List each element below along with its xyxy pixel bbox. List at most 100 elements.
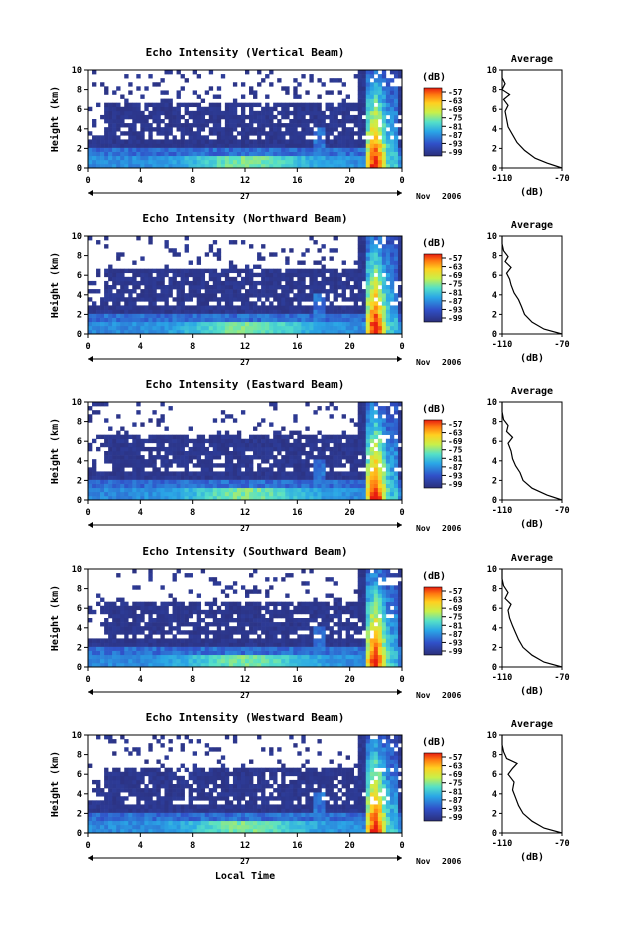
heatmap-cell bbox=[365, 110, 371, 116]
heatmap-cell bbox=[204, 495, 210, 501]
heatmap-cell bbox=[265, 589, 270, 594]
y-axis-label: Height (km) bbox=[49, 86, 61, 152]
heatmap-cell bbox=[112, 147, 117, 152]
heatmap-cell bbox=[369, 163, 375, 169]
heatmap-cell bbox=[116, 110, 121, 116]
heatmap-cell bbox=[245, 280, 250, 286]
heatmap-cell bbox=[180, 325, 185, 331]
heatmap-cell bbox=[345, 297, 350, 302]
heatmap-cell bbox=[136, 601, 141, 607]
heatmap-cell bbox=[313, 321, 318, 327]
heatmap-cell bbox=[120, 650, 125, 656]
heatmap-cell bbox=[249, 589, 254, 594]
heatmap-cell bbox=[361, 317, 367, 323]
heatmap-cell bbox=[265, 622, 270, 627]
heatmap-cell bbox=[373, 256, 379, 261]
heatmap-cell bbox=[369, 418, 375, 423]
heatmap-cell bbox=[180, 268, 185, 274]
y-tick-label: 8 bbox=[77, 418, 82, 428]
heatmap-cell bbox=[393, 114, 399, 120]
heatmap-cell bbox=[116, 646, 121, 651]
heatmap-cell bbox=[172, 252, 177, 257]
colorbar-tick-label: -93 bbox=[448, 471, 463, 480]
heatmap-cell bbox=[220, 329, 226, 335]
heatmap-cell bbox=[381, 446, 387, 452]
heatmap-cell bbox=[365, 86, 371, 91]
heatmap-cell bbox=[257, 82, 262, 87]
heatmap-cell bbox=[180, 642, 185, 647]
heatmap-cell bbox=[329, 256, 334, 261]
average-x-label: (dB) bbox=[520, 519, 544, 530]
heatmap-cell bbox=[148, 438, 153, 444]
heatmap-cell bbox=[224, 585, 230, 590]
heatmap-cell bbox=[381, 268, 387, 274]
heatmap-cell bbox=[369, 264, 375, 269]
heatmap-cell bbox=[397, 110, 403, 116]
heatmap-cell bbox=[104, 487, 109, 493]
heatmap-cell bbox=[337, 630, 342, 635]
heatmap-cell bbox=[216, 438, 222, 444]
heatmap-cell bbox=[301, 135, 306, 140]
heatmap-cell bbox=[212, 272, 218, 278]
heatmap-cell bbox=[333, 248, 338, 253]
heatmap-cell bbox=[265, 459, 270, 464]
heatmap-cell bbox=[265, 601, 270, 607]
heatmap-cell bbox=[337, 613, 342, 619]
heatmap-cell bbox=[152, 276, 157, 282]
date-month: Nov bbox=[416, 524, 431, 533]
heatmap-cell bbox=[289, 313, 294, 318]
heatmap-cell bbox=[381, 475, 387, 480]
heatmap-cell bbox=[361, 264, 367, 269]
heatmap-cell bbox=[261, 483, 266, 489]
heatmap-cell bbox=[305, 442, 310, 448]
heatmap-cell bbox=[369, 438, 375, 444]
heatmap-cell bbox=[220, 74, 226, 79]
heatmap-cell bbox=[108, 634, 113, 639]
heatmap-cell bbox=[100, 143, 105, 148]
heatmap-cell bbox=[100, 638, 105, 643]
heatmap-cell bbox=[208, 159, 214, 165]
heatmap-cell bbox=[385, 244, 391, 249]
heatmap-cell bbox=[124, 654, 129, 660]
heatmap-cell bbox=[257, 609, 262, 615]
heatmap-cell bbox=[212, 110, 218, 116]
heatmap-cell bbox=[188, 455, 193, 460]
heatmap-cell bbox=[116, 86, 121, 91]
heatmap-cell bbox=[297, 276, 302, 282]
heatmap-cell bbox=[164, 98, 169, 103]
heatmap-cell bbox=[116, 325, 121, 331]
heatmap-cell bbox=[152, 143, 157, 148]
heatmap-cell bbox=[104, 244, 109, 249]
heatmap-cell bbox=[325, 406, 330, 411]
heatmap-cell bbox=[369, 301, 375, 306]
heatmap-cell bbox=[140, 491, 145, 497]
heatmap-cell bbox=[253, 139, 258, 144]
heatmap-cell bbox=[293, 313, 298, 318]
heatmap-cell bbox=[381, 471, 387, 476]
heatmap-cell bbox=[152, 110, 157, 116]
heatmap-cell bbox=[349, 119, 354, 124]
heatmap-cell bbox=[377, 240, 383, 245]
heatmap-cell bbox=[220, 131, 226, 136]
heatmap-cell bbox=[196, 638, 202, 643]
heatmap-cell bbox=[172, 268, 177, 274]
heatmap-cell bbox=[289, 123, 294, 128]
heatmap-cell bbox=[313, 325, 318, 331]
heatmap-cell bbox=[176, 622, 181, 627]
heatmap-cell bbox=[132, 329, 137, 335]
heatmap-cell bbox=[240, 495, 246, 501]
heatmap-cell bbox=[228, 495, 234, 501]
heatmap-cell bbox=[333, 438, 338, 444]
heatmap-cell bbox=[144, 143, 149, 148]
heatmap-cell bbox=[353, 471, 359, 476]
heatmap-cell bbox=[172, 151, 177, 157]
heatmap-cell bbox=[269, 70, 274, 75]
heatmap-cell bbox=[224, 483, 230, 489]
heatmap-cell bbox=[168, 309, 173, 314]
heatmap-cell bbox=[168, 163, 173, 169]
heatmap-cell bbox=[88, 236, 93, 241]
heatmap-cell bbox=[373, 155, 379, 161]
heatmap-cell bbox=[297, 139, 302, 144]
heatmap-cell bbox=[309, 155, 314, 161]
heatmap-cell bbox=[152, 119, 157, 124]
